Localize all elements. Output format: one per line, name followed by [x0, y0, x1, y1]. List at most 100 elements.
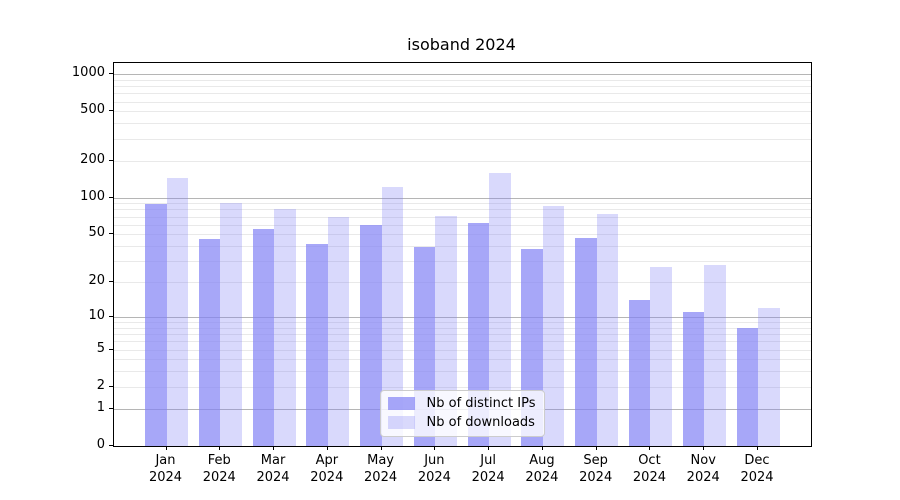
bar-downloads-dec	[758, 307, 780, 446]
x-tick-label: Sep 2024	[561, 452, 631, 486]
x-tick-label: Feb 2024	[184, 452, 254, 486]
minor-gridline	[114, 371, 811, 373]
minor-gridline	[114, 234, 811, 236]
bar-downloads-apr	[327, 216, 350, 446]
x-tick-label-year: 2024	[148, 470, 183, 485]
x-tick-mark	[541, 446, 543, 450]
x-tick-label: Oct 2024	[614, 452, 684, 486]
x-tick-label-month: Oct	[638, 453, 661, 468]
y-tick-mark	[109, 445, 113, 446]
y-tick-mark	[109, 315, 113, 317]
minor-gridline	[114, 349, 811, 351]
x-tick-label-month: Jan	[155, 453, 176, 468]
minor-gridline	[114, 327, 811, 329]
x-tick-mark	[165, 446, 167, 450]
major-gridline	[114, 74, 811, 76]
x-tick-label-year: 2024	[471, 470, 505, 485]
x-tick-label: Dec 2024	[722, 452, 792, 486]
legend-item-distinct-ips: Nb of distinct IPs	[387, 396, 535, 411]
minor-gridline	[114, 138, 811, 140]
bar-downloads-sep	[596, 213, 619, 446]
minor-gridline	[114, 246, 811, 248]
bar-ips-may	[360, 224, 382, 446]
x-tick-label-month: Aug	[529, 453, 555, 468]
minor-gridline	[114, 359, 811, 361]
x-tick-label-month: Apr	[315, 453, 339, 468]
legend-swatch-downloads	[387, 416, 415, 429]
x-tick-label: Jan 2024	[131, 452, 201, 486]
x-tick-label: Mar 2024	[238, 452, 308, 486]
x-tick-label-month: Mar	[260, 453, 286, 468]
x-tick-mark	[380, 446, 382, 450]
minor-gridline	[114, 341, 811, 343]
minor-gridline	[114, 86, 811, 88]
minor-gridline	[114, 79, 811, 81]
x-tick-label-month: Nov	[690, 453, 716, 468]
minor-gridline	[114, 111, 811, 113]
y-tick-mark	[109, 196, 113, 198]
bar-ips-sep	[575, 237, 597, 446]
bar-downloads-jan	[166, 177, 188, 446]
y-tick-label: 1	[96, 399, 105, 415]
x-tick-label-year: 2024	[740, 470, 774, 485]
major-gridline	[114, 316, 811, 318]
bar-downloads-aug	[542, 206, 565, 446]
bar-downloads-oct	[650, 266, 672, 446]
bar-downloads-jul	[489, 173, 511, 446]
y-tick-mark	[109, 233, 113, 235]
minor-gridline	[114, 334, 811, 336]
y-tick-mark	[109, 281, 113, 283]
x-tick-label-month: Jun	[424, 453, 445, 468]
bar-ips-dec	[736, 327, 758, 446]
x-tick-label-month: Sep	[583, 453, 608, 468]
y-tick-label: 5	[96, 340, 105, 356]
bar-ips-apr	[306, 243, 328, 446]
y-tick-label: 1000	[71, 65, 105, 81]
x-tick-label: Aug 2024	[507, 452, 577, 486]
bar-downloads-jun	[435, 215, 457, 446]
x-tick-label-year: 2024	[256, 470, 290, 485]
x-tick-label: Nov 2024	[668, 452, 738, 486]
minor-gridline	[114, 261, 811, 263]
x-tick-label-month: Jul	[480, 453, 496, 468]
x-tick-label: May 2024	[346, 452, 416, 486]
x-tick-mark	[595, 446, 597, 450]
minor-gridline	[114, 209, 811, 211]
y-tick-label: 50	[88, 225, 105, 241]
x-tick-label-year: 2024	[632, 470, 666, 485]
x-tick-label-year: 2024	[310, 470, 344, 485]
bar-ips-nov	[682, 312, 705, 446]
bar-ips-oct	[628, 300, 651, 446]
bar-downloads-mar	[274, 208, 296, 446]
y-tick-mark	[109, 407, 113, 409]
x-tick-mark	[434, 446, 436, 450]
x-tick-label-year: 2024	[686, 470, 720, 485]
x-tick-mark	[326, 446, 328, 450]
y-tick-label: 2	[96, 377, 105, 393]
minor-gridline	[114, 282, 811, 284]
chart-title: isoband 2024	[407, 35, 516, 54]
minor-gridline	[114, 101, 811, 103]
y-tick-mark	[109, 348, 113, 350]
x-tick-label-year: 2024	[579, 470, 613, 485]
y-tick-mark	[109, 73, 113, 75]
x-tick-mark	[488, 446, 490, 450]
minor-gridline	[114, 203, 811, 205]
minor-gridline	[114, 224, 811, 226]
x-tick-mark	[757, 446, 758, 450]
bar-downloads-may	[381, 186, 404, 446]
y-tick-mark	[109, 110, 113, 112]
x-tick-label-year: 2024	[202, 470, 236, 485]
minor-gridline	[114, 386, 811, 388]
x-tick-label-year: 2024	[417, 470, 451, 485]
x-tick-label-year: 2024	[525, 470, 559, 485]
x-tick-label-month: Dec	[744, 453, 770, 468]
bar-ips-mar	[252, 229, 275, 446]
x-tick-mark	[273, 446, 275, 450]
y-tick-label: 20	[88, 273, 105, 289]
legend-item-downloads: Nb of downloads	[387, 415, 536, 430]
x-tick-mark	[703, 446, 705, 450]
y-tick-mark	[109, 385, 113, 387]
y-tick-label: 500	[80, 102, 105, 118]
x-tick-label-month: May	[367, 453, 395, 468]
